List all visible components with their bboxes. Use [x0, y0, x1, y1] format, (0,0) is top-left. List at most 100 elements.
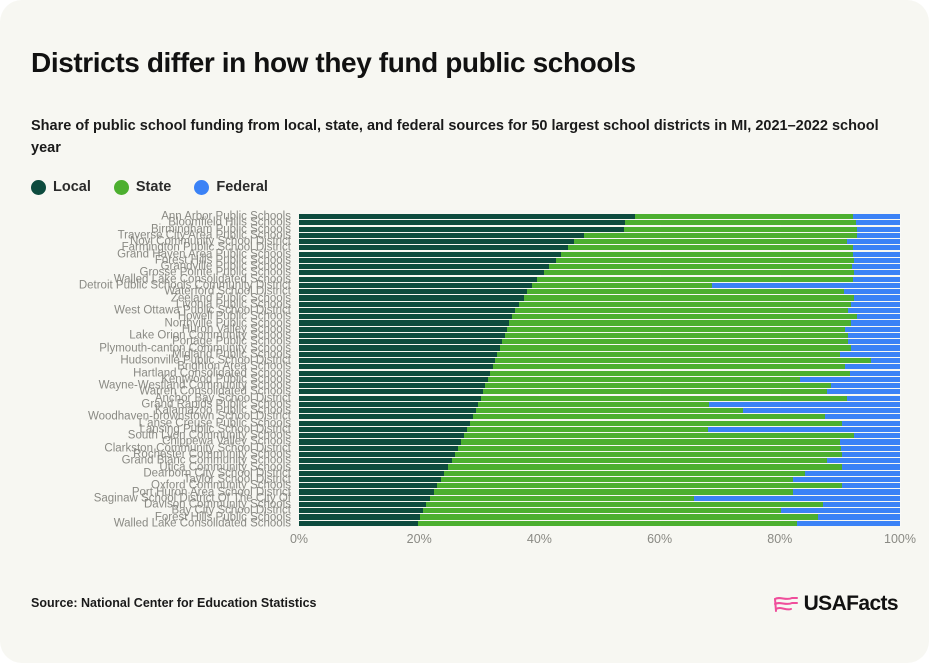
bar-row[interactable] [299, 439, 900, 445]
bar-row[interactable] [299, 495, 900, 501]
bar-segment-state [497, 351, 840, 357]
bar-row[interactable] [299, 295, 900, 301]
bar-segment-federal [842, 483, 900, 489]
bar-segment-federal [854, 295, 900, 301]
bar-row[interactable] [299, 301, 900, 307]
usafacts-flag-icon [773, 596, 798, 612]
bar-segment-federal [848, 307, 900, 314]
bar-row[interactable] [299, 357, 900, 364]
bar-row[interactable] [299, 307, 900, 314]
bar-segment-local [299, 464, 449, 470]
source-note: Source: National Center for Education St… [31, 596, 317, 610]
legend-label: State [135, 179, 172, 195]
bar-segment-state [457, 445, 842, 451]
bar-row[interactable] [299, 239, 900, 245]
bar-row[interactable] [299, 270, 900, 276]
bar-row[interactable] [299, 508, 900, 514]
legend-item-federal[interactable]: Federal [194, 179, 268, 195]
bar-row[interactable] [299, 232, 900, 238]
bar-row[interactable] [299, 314, 900, 320]
bar-row[interactable] [299, 332, 900, 339]
bar-row[interactable] [299, 401, 900, 407]
bar-segment-state [561, 251, 854, 257]
bar-segment-local [299, 357, 495, 364]
circle-icon [194, 179, 210, 195]
bar-row[interactable] [299, 364, 900, 370]
bar-row[interactable] [299, 501, 900, 508]
bar-row[interactable] [299, 514, 900, 520]
bar-segment-state [499, 345, 851, 351]
bar-row[interactable] [299, 339, 900, 345]
bar-row[interactable] [299, 520, 900, 526]
bar-row[interactable] [299, 451, 900, 458]
bar-segment-federal [708, 401, 900, 407]
bar-row[interactable] [299, 251, 900, 257]
bar-segment-federal [839, 351, 900, 357]
bar-row[interactable] [299, 389, 900, 395]
bar-row[interactable] [299, 226, 900, 232]
bar-segment-federal [825, 414, 900, 420]
bar-row[interactable] [299, 433, 900, 439]
bar-row[interactable] [299, 476, 900, 483]
bar-row[interactable] [299, 257, 900, 263]
y-axis-label: Warren Consolidated Schools [139, 385, 291, 398]
legend-item-state[interactable]: State [113, 179, 172, 195]
bar-row[interactable] [299, 376, 900, 382]
bar-row[interactable] [299, 370, 900, 376]
bar-row[interactable] [299, 464, 900, 470]
bar-segment-local [299, 289, 528, 295]
bar-segment-federal [850, 345, 900, 351]
y-axis-label: Clarkston Community School District [104, 442, 291, 454]
bar-row[interactable] [299, 458, 900, 464]
bar-row[interactable] [299, 445, 900, 451]
bar-segment-federal [844, 364, 900, 370]
y-axis-label: Plymouth-canton Community Schools [99, 341, 291, 354]
bar-row[interactable] [299, 383, 900, 389]
bar-segment-local [299, 214, 635, 220]
bar-row[interactable] [299, 489, 900, 495]
bar-segment-local [299, 364, 493, 370]
y-axis-label: Bay City School District [171, 504, 291, 517]
bar-segment-state [430, 495, 695, 501]
bar-row[interactable] [299, 326, 900, 332]
bar-row[interactable] [299, 214, 900, 220]
bar-row[interactable] [299, 264, 900, 270]
x-axis-tick: 60% [647, 532, 673, 546]
bar-row[interactable] [299, 345, 900, 351]
bar-segment-state [440, 476, 793, 483]
bar-segment-federal [712, 282, 900, 289]
y-axis-label: Hudsonville Public School District [120, 354, 291, 367]
bar-row[interactable] [299, 408, 900, 414]
bar-row[interactable] [299, 395, 900, 401]
bar-segment-state [467, 426, 708, 432]
bar-row[interactable] [299, 483, 900, 489]
bar-row[interactable] [299, 245, 900, 251]
bar-segment-state [568, 245, 854, 251]
bar-row[interactable] [299, 289, 900, 295]
bar-segment-state [433, 489, 793, 495]
y-axis-label: Walled Lake Consolidated Schools [113, 517, 291, 530]
bar-segment-federal [826, 389, 900, 395]
bar-row[interactable] [299, 426, 900, 432]
bar-row[interactable] [299, 470, 900, 476]
bar-row[interactable] [299, 420, 900, 426]
bar-segment-local [299, 389, 483, 395]
bar-segment-state [523, 295, 855, 301]
gridline [900, 214, 901, 527]
bar-segment-local [299, 270, 545, 276]
y-axis-label: Novi Community School District [129, 235, 291, 248]
bar-row[interactable] [299, 351, 900, 357]
y-axis-label: Wayne-Westland Community Schools [98, 379, 291, 392]
bar-segment-federal [849, 370, 900, 376]
circle-icon [31, 179, 46, 195]
bar-row[interactable] [299, 276, 900, 282]
bar-segment-local [299, 383, 486, 389]
bar-row[interactable] [299, 282, 900, 289]
bar-row[interactable] [299, 220, 900, 226]
bar-row[interactable] [299, 414, 900, 420]
legend-item-local[interactable]: Local [31, 179, 91, 195]
bar-segment-state [515, 307, 849, 314]
bar-segment-federal [854, 270, 900, 276]
bar-segment-local [299, 395, 481, 401]
bar-row[interactable] [299, 320, 900, 326]
